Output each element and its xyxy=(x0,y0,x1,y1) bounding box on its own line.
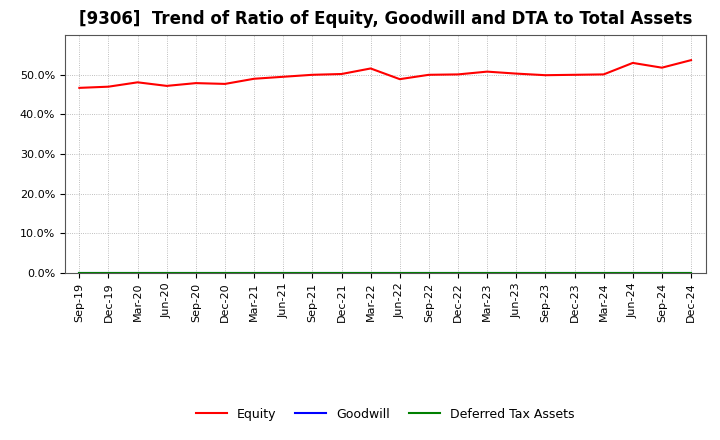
Goodwill xyxy=(425,270,433,275)
Deferred Tax Assets xyxy=(163,270,171,275)
Goodwill xyxy=(629,270,637,275)
Deferred Tax Assets xyxy=(220,270,229,275)
Equity xyxy=(133,80,142,85)
Equity xyxy=(629,60,637,66)
Goodwill xyxy=(75,270,84,275)
Goodwill xyxy=(308,270,317,275)
Deferred Tax Assets xyxy=(192,270,200,275)
Deferred Tax Assets xyxy=(250,270,258,275)
Line: Equity: Equity xyxy=(79,60,691,88)
Deferred Tax Assets xyxy=(425,270,433,275)
Goodwill xyxy=(220,270,229,275)
Deferred Tax Assets xyxy=(279,270,287,275)
Equity xyxy=(250,76,258,81)
Deferred Tax Assets xyxy=(629,270,637,275)
Equity xyxy=(308,72,317,77)
Deferred Tax Assets xyxy=(395,270,404,275)
Equity xyxy=(570,72,579,77)
Deferred Tax Assets xyxy=(657,270,666,275)
Deferred Tax Assets xyxy=(308,270,317,275)
Goodwill xyxy=(570,270,579,275)
Deferred Tax Assets xyxy=(75,270,84,275)
Goodwill xyxy=(104,270,113,275)
Goodwill xyxy=(163,270,171,275)
Deferred Tax Assets xyxy=(570,270,579,275)
Equity xyxy=(75,85,84,91)
Equity xyxy=(163,83,171,88)
Deferred Tax Assets xyxy=(337,270,346,275)
Title: [9306]  Trend of Ratio of Equity, Goodwill and DTA to Total Assets: [9306] Trend of Ratio of Equity, Goodwil… xyxy=(78,10,692,28)
Equity xyxy=(599,72,608,77)
Equity xyxy=(395,77,404,82)
Deferred Tax Assets xyxy=(454,270,462,275)
Deferred Tax Assets xyxy=(483,270,492,275)
Goodwill xyxy=(337,270,346,275)
Goodwill xyxy=(599,270,608,275)
Deferred Tax Assets xyxy=(104,270,113,275)
Goodwill xyxy=(454,270,462,275)
Goodwill xyxy=(657,270,666,275)
Deferred Tax Assets xyxy=(512,270,521,275)
Equity xyxy=(454,72,462,77)
Equity xyxy=(483,69,492,74)
Equity xyxy=(192,81,200,86)
Legend: Equity, Goodwill, Deferred Tax Assets: Equity, Goodwill, Deferred Tax Assets xyxy=(191,403,580,425)
Goodwill xyxy=(192,270,200,275)
Deferred Tax Assets xyxy=(599,270,608,275)
Goodwill xyxy=(541,270,550,275)
Equity xyxy=(687,58,696,63)
Deferred Tax Assets xyxy=(133,270,142,275)
Equity xyxy=(220,81,229,87)
Goodwill xyxy=(512,270,521,275)
Goodwill xyxy=(395,270,404,275)
Goodwill xyxy=(687,270,696,275)
Goodwill xyxy=(250,270,258,275)
Equity xyxy=(425,72,433,77)
Equity xyxy=(279,74,287,79)
Equity xyxy=(541,73,550,78)
Equity xyxy=(104,84,113,89)
Deferred Tax Assets xyxy=(687,270,696,275)
Equity xyxy=(512,71,521,76)
Goodwill xyxy=(366,270,375,275)
Goodwill xyxy=(483,270,492,275)
Goodwill xyxy=(279,270,287,275)
Equity xyxy=(657,65,666,70)
Deferred Tax Assets xyxy=(541,270,550,275)
Deferred Tax Assets xyxy=(366,270,375,275)
Equity xyxy=(366,66,375,71)
Equity xyxy=(337,71,346,77)
Goodwill xyxy=(133,270,142,275)
